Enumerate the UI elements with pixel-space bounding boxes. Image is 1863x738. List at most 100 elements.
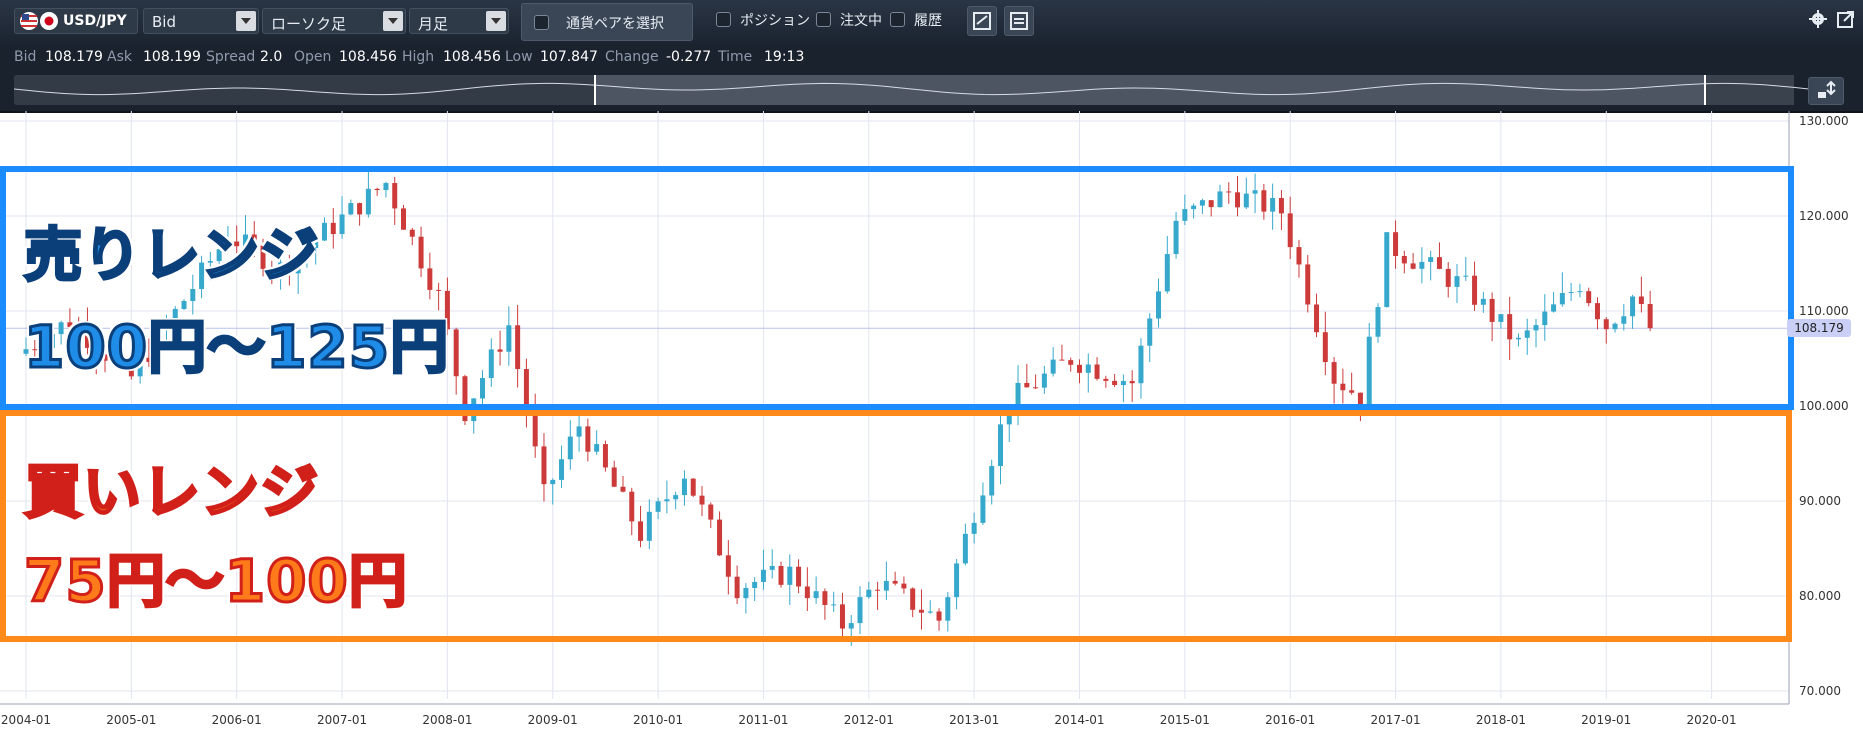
candle-body (41, 348, 47, 350)
symbol-button[interactable]: USD/JPY (14, 8, 138, 34)
candle (681, 470, 687, 506)
x-tick-label: 2006-01 (212, 713, 262, 727)
candle-body (216, 249, 222, 262)
candle (760, 550, 766, 590)
candle (23, 337, 29, 357)
candle (1410, 253, 1416, 270)
chart-list-button[interactable] (1004, 6, 1034, 36)
y-tick-label: 120.000 (1799, 209, 1849, 223)
candle-body (892, 580, 898, 584)
candle-body (655, 501, 661, 512)
candle (365, 171, 371, 218)
candle (374, 187, 380, 196)
low-value: 107.847 (540, 49, 598, 65)
navigator-bar (0, 69, 1863, 113)
candle (1103, 375, 1109, 388)
candle-body (796, 566, 802, 587)
chart-type-select[interactable]: ローソク足 (262, 8, 406, 34)
candle (1041, 365, 1047, 394)
candle (962, 523, 968, 566)
candle (1472, 261, 1478, 311)
external-window-icon (1837, 11, 1854, 28)
candle-body (146, 357, 152, 362)
candle (1156, 278, 1162, 328)
candle (1085, 353, 1091, 393)
candle-body (58, 322, 64, 335)
candle-body (269, 268, 275, 270)
candle-body (1401, 256, 1407, 264)
candle-body (207, 261, 213, 263)
y-tick-label: 110.000 (1799, 304, 1849, 318)
price-chart[interactable]: 130.000 120.000 110.000 100.000 90.000 80.000… (0, 111, 1863, 738)
candle-body (901, 583, 907, 589)
candle-body (1472, 275, 1478, 305)
order-label: 注文中 (840, 13, 882, 29)
candle (1296, 239, 1302, 278)
candle-body (1296, 247, 1302, 265)
x-tick-label: 2010-01 (633, 713, 683, 727)
candle-body (1322, 332, 1328, 363)
y-tick-label: 70.000 (1799, 684, 1841, 698)
x-tick-label: 2015-01 (1160, 713, 1210, 727)
candle-body (532, 412, 538, 447)
candle (427, 252, 433, 300)
zoom-button[interactable] (1808, 77, 1844, 105)
candle-body (1314, 304, 1320, 333)
candle (620, 475, 626, 493)
candle (1366, 323, 1372, 406)
order-checkbox[interactable] (816, 12, 831, 27)
change-value: -0.277 (666, 49, 712, 65)
candle (1314, 293, 1320, 338)
candle (234, 225, 240, 265)
range-navigator[interactable] (14, 75, 1814, 105)
candle-body (550, 479, 556, 485)
candle (1630, 294, 1636, 329)
candle-body (76, 327, 82, 329)
period-select[interactable]: 月足 (409, 8, 509, 34)
pair-select-panel[interactable]: 通貨ペアを選択 (521, 3, 693, 41)
candle (1322, 311, 1328, 376)
candle-body (611, 467, 617, 487)
candle-body (111, 356, 117, 361)
candle-body (49, 334, 55, 349)
candle (1173, 212, 1179, 259)
candle (278, 256, 284, 290)
settings-button[interactable] (1808, 9, 1828, 29)
candle-body (348, 203, 354, 215)
candle (883, 561, 889, 601)
popout-button[interactable] (1836, 9, 1856, 29)
candle-body (260, 245, 266, 269)
candle-body (84, 327, 90, 348)
x-tick-label: 2014-01 (1054, 713, 1104, 727)
spread-value: 2.0 (260, 49, 283, 65)
candle (1507, 296, 1513, 360)
x-tick-label: 2009-01 (528, 713, 578, 727)
candle (839, 592, 845, 641)
y-tick-label: 90.000 (1799, 494, 1841, 508)
candle-body (1533, 325, 1539, 331)
x-tick-label: 2020-01 (1687, 713, 1737, 727)
x-tick-label: 2011-01 (738, 713, 788, 727)
candle (146, 338, 152, 367)
candle-body (497, 349, 503, 352)
open-value: 108.456 (339, 49, 397, 65)
candle-body (997, 424, 1003, 467)
y-tick-label: 130.000 (1799, 114, 1849, 128)
position-checkbox[interactable] (716, 12, 731, 27)
candle (1428, 250, 1434, 281)
candle-body (1612, 323, 1618, 330)
candle-body (1357, 392, 1363, 406)
chart-settings-button[interactable] (967, 6, 997, 36)
candle-body (910, 588, 916, 610)
candle-body (681, 478, 687, 496)
history-checkbox[interactable] (890, 12, 905, 27)
pair-select-checkbox[interactable] (534, 15, 549, 30)
candle (1393, 220, 1399, 269)
candle (128, 350, 134, 380)
price-type-select[interactable]: Bid (143, 8, 259, 34)
chart-type-value: ローソク足 (271, 15, 347, 33)
x-tick-label: 2018-01 (1476, 713, 1526, 727)
candle (892, 571, 898, 586)
candle-body (339, 214, 345, 235)
candle (1524, 318, 1530, 355)
